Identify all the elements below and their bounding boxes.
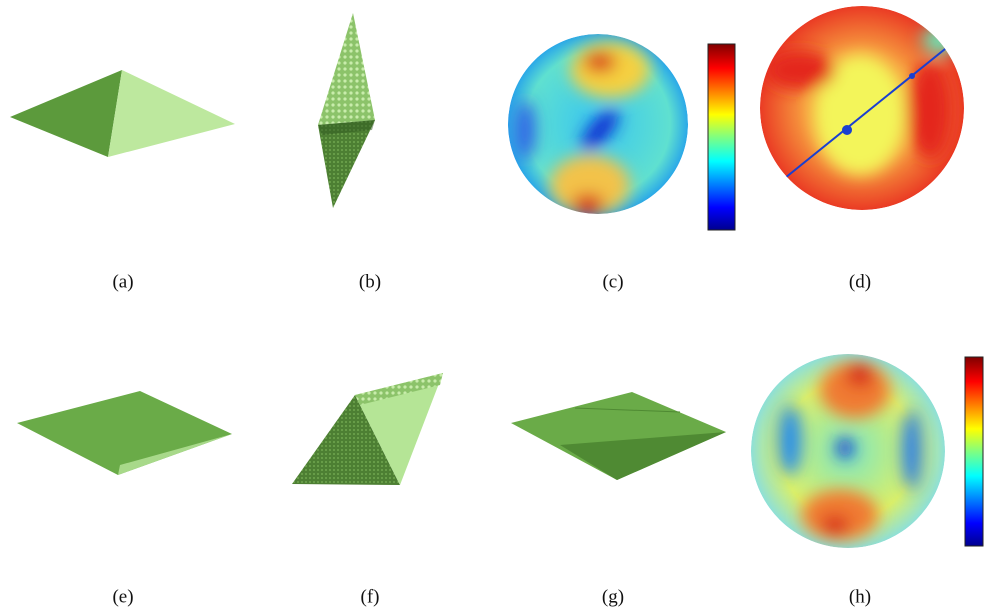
panel-label: (a) <box>112 271 133 292</box>
disc-d <box>760 6 964 210</box>
face <box>292 395 400 485</box>
panel-label: (d) <box>849 271 871 292</box>
edge <box>574 407 681 413</box>
prism-f <box>292 373 443 485</box>
face <box>318 120 375 208</box>
pyramid-a <box>10 70 235 157</box>
face <box>10 70 122 157</box>
face <box>17 391 232 475</box>
panel-label: (e) <box>112 586 133 607</box>
tetrahedron-b <box>318 13 375 208</box>
face <box>355 373 443 485</box>
panel-label: (h) <box>849 586 871 607</box>
colorbar <box>964 356 984 547</box>
plate-e <box>17 391 232 475</box>
face <box>318 13 375 125</box>
plate-g <box>511 392 726 480</box>
edge <box>318 120 375 135</box>
colorbar <box>707 43 736 231</box>
face <box>108 70 235 157</box>
panel-label: (b) <box>359 271 381 292</box>
panel-label: (c) <box>602 271 623 292</box>
face <box>511 392 726 480</box>
face <box>560 432 726 480</box>
face <box>355 373 443 405</box>
disc-c <box>508 34 736 231</box>
panel-label: (f) <box>361 586 380 607</box>
face <box>118 434 232 475</box>
disc-h <box>751 354 984 548</box>
panel-label: (g) <box>602 586 624 607</box>
